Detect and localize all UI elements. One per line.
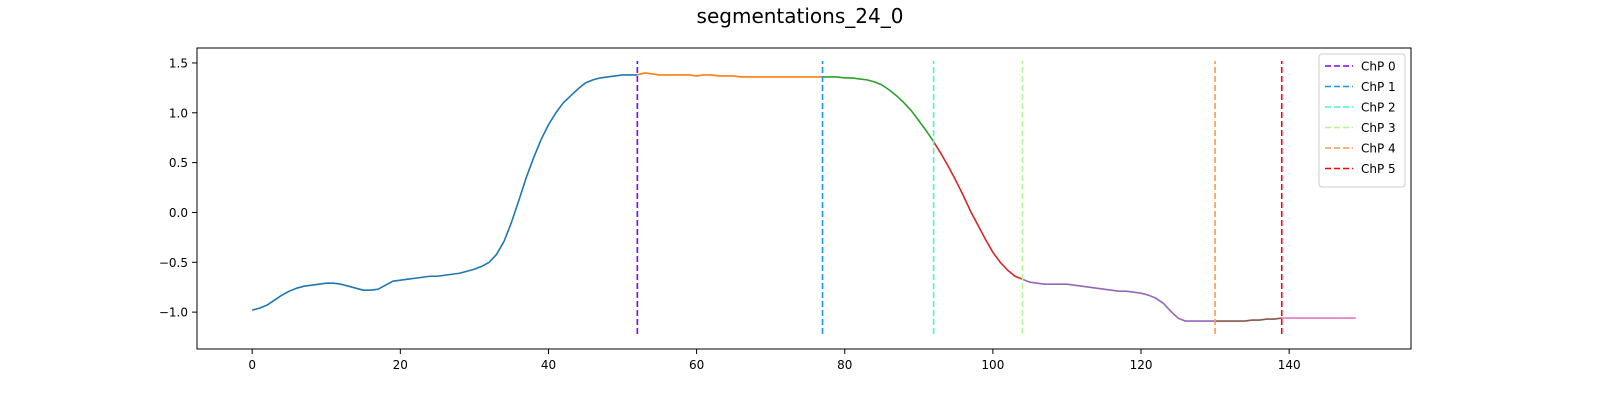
data-series-layer	[251, 72, 1356, 322]
series-segment-5	[1215, 317, 1282, 322]
legend-label-4: ChP 4	[1361, 142, 1396, 156]
y-tick-label-3: 0.5	[169, 156, 188, 170]
y-axis-ticks: −1.0 −0.5 0.0 0.5 1.0 1.5	[159, 56, 197, 320]
legend-label-0: ChP 0	[1361, 60, 1396, 74]
x-tick-label-6: 120	[1130, 358, 1153, 372]
axes-frame	[196, 47, 1412, 350]
x-tick-label-2: 40	[541, 358, 556, 372]
y-tick-label-0: −1.0	[159, 306, 188, 320]
legend-box	[1318, 53, 1406, 188]
x-tick-label-7: 140	[1278, 358, 1301, 372]
y-tick-label-5: 1.5	[169, 56, 188, 70]
series-segment-2	[822, 76, 935, 143]
legend-label-5: ChP 5	[1361, 162, 1396, 176]
legend-label-3: ChP 3	[1361, 121, 1396, 135]
legend-label-1: ChP 1	[1361, 80, 1396, 94]
series-segment-3	[932, 141, 1023, 280]
y-tick-label-1: −0.5	[159, 256, 188, 270]
y-tick-label-4: 1.0	[169, 106, 188, 120]
legend: ChP 0 ChP 1 ChP 2 ChP 3 ChP 4 ChP 5	[1318, 53, 1406, 188]
changepoint-lines-layer	[636, 60, 1283, 335]
legend-label-2: ChP 2	[1361, 101, 1396, 115]
chart-title: segmentations_24_0	[696, 4, 904, 28]
x-axis-ticks: 0 20 40 60 80 100 120 140	[248, 349, 1301, 372]
series-segment-1	[637, 72, 823, 78]
y-tick-label-2: 0.0	[169, 206, 188, 220]
x-tick-label-0: 0	[248, 358, 256, 372]
x-tick-label-3: 60	[689, 358, 704, 372]
x-tick-label-1: 20	[393, 358, 408, 372]
series-segment-4	[1022, 278, 1216, 322]
series-segment-0	[251, 74, 638, 311]
x-tick-label-4: 80	[837, 358, 852, 372]
x-tick-label-5: 100	[981, 358, 1004, 372]
